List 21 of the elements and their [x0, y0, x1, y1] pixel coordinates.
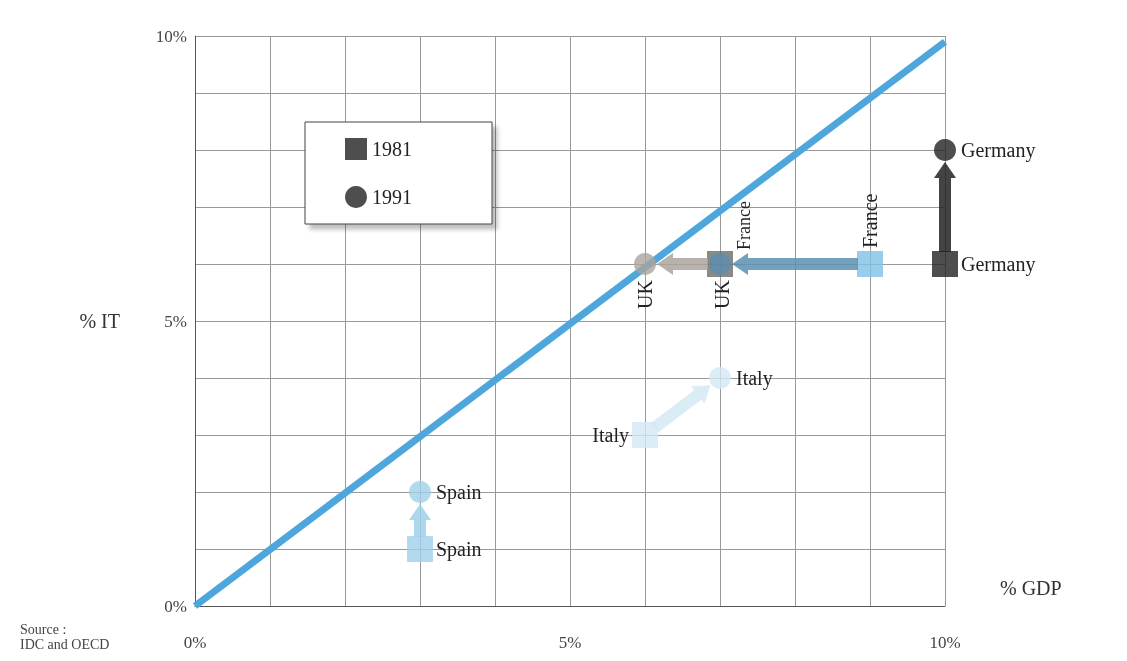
- annotation: France: [859, 193, 881, 248]
- x-tick-label: 10%: [929, 633, 961, 652]
- x-tick-label: 0%: [183, 633, 207, 652]
- annotation: Spain: [436, 481, 482, 504]
- annotation: Italy: [736, 367, 773, 390]
- legend-label: 1981: [372, 138, 452, 160]
- annotation: Spain: [436, 538, 482, 561]
- y-axis-title: % IT: [79, 310, 120, 332]
- y-tick-label: 0%: [164, 596, 187, 616]
- annotation: Germany: [961, 139, 1036, 162]
- x-axis-title: % GDP: [1000, 577, 1062, 599]
- legend-label: 1991: [372, 186, 452, 208]
- annotation: Italy: [592, 424, 629, 447]
- source-note: Source : IDC and OECD: [20, 622, 110, 652]
- x-tick-label: 5%: [558, 633, 582, 652]
- y-tick-label: 10%: [155, 26, 187, 46]
- y-tick-label: 5%: [164, 311, 187, 331]
- annotation: UK: [634, 279, 656, 309]
- annotation: UK: [711, 279, 733, 309]
- annotation: Germany: [961, 253, 1036, 276]
- annotation: France: [734, 201, 754, 250]
